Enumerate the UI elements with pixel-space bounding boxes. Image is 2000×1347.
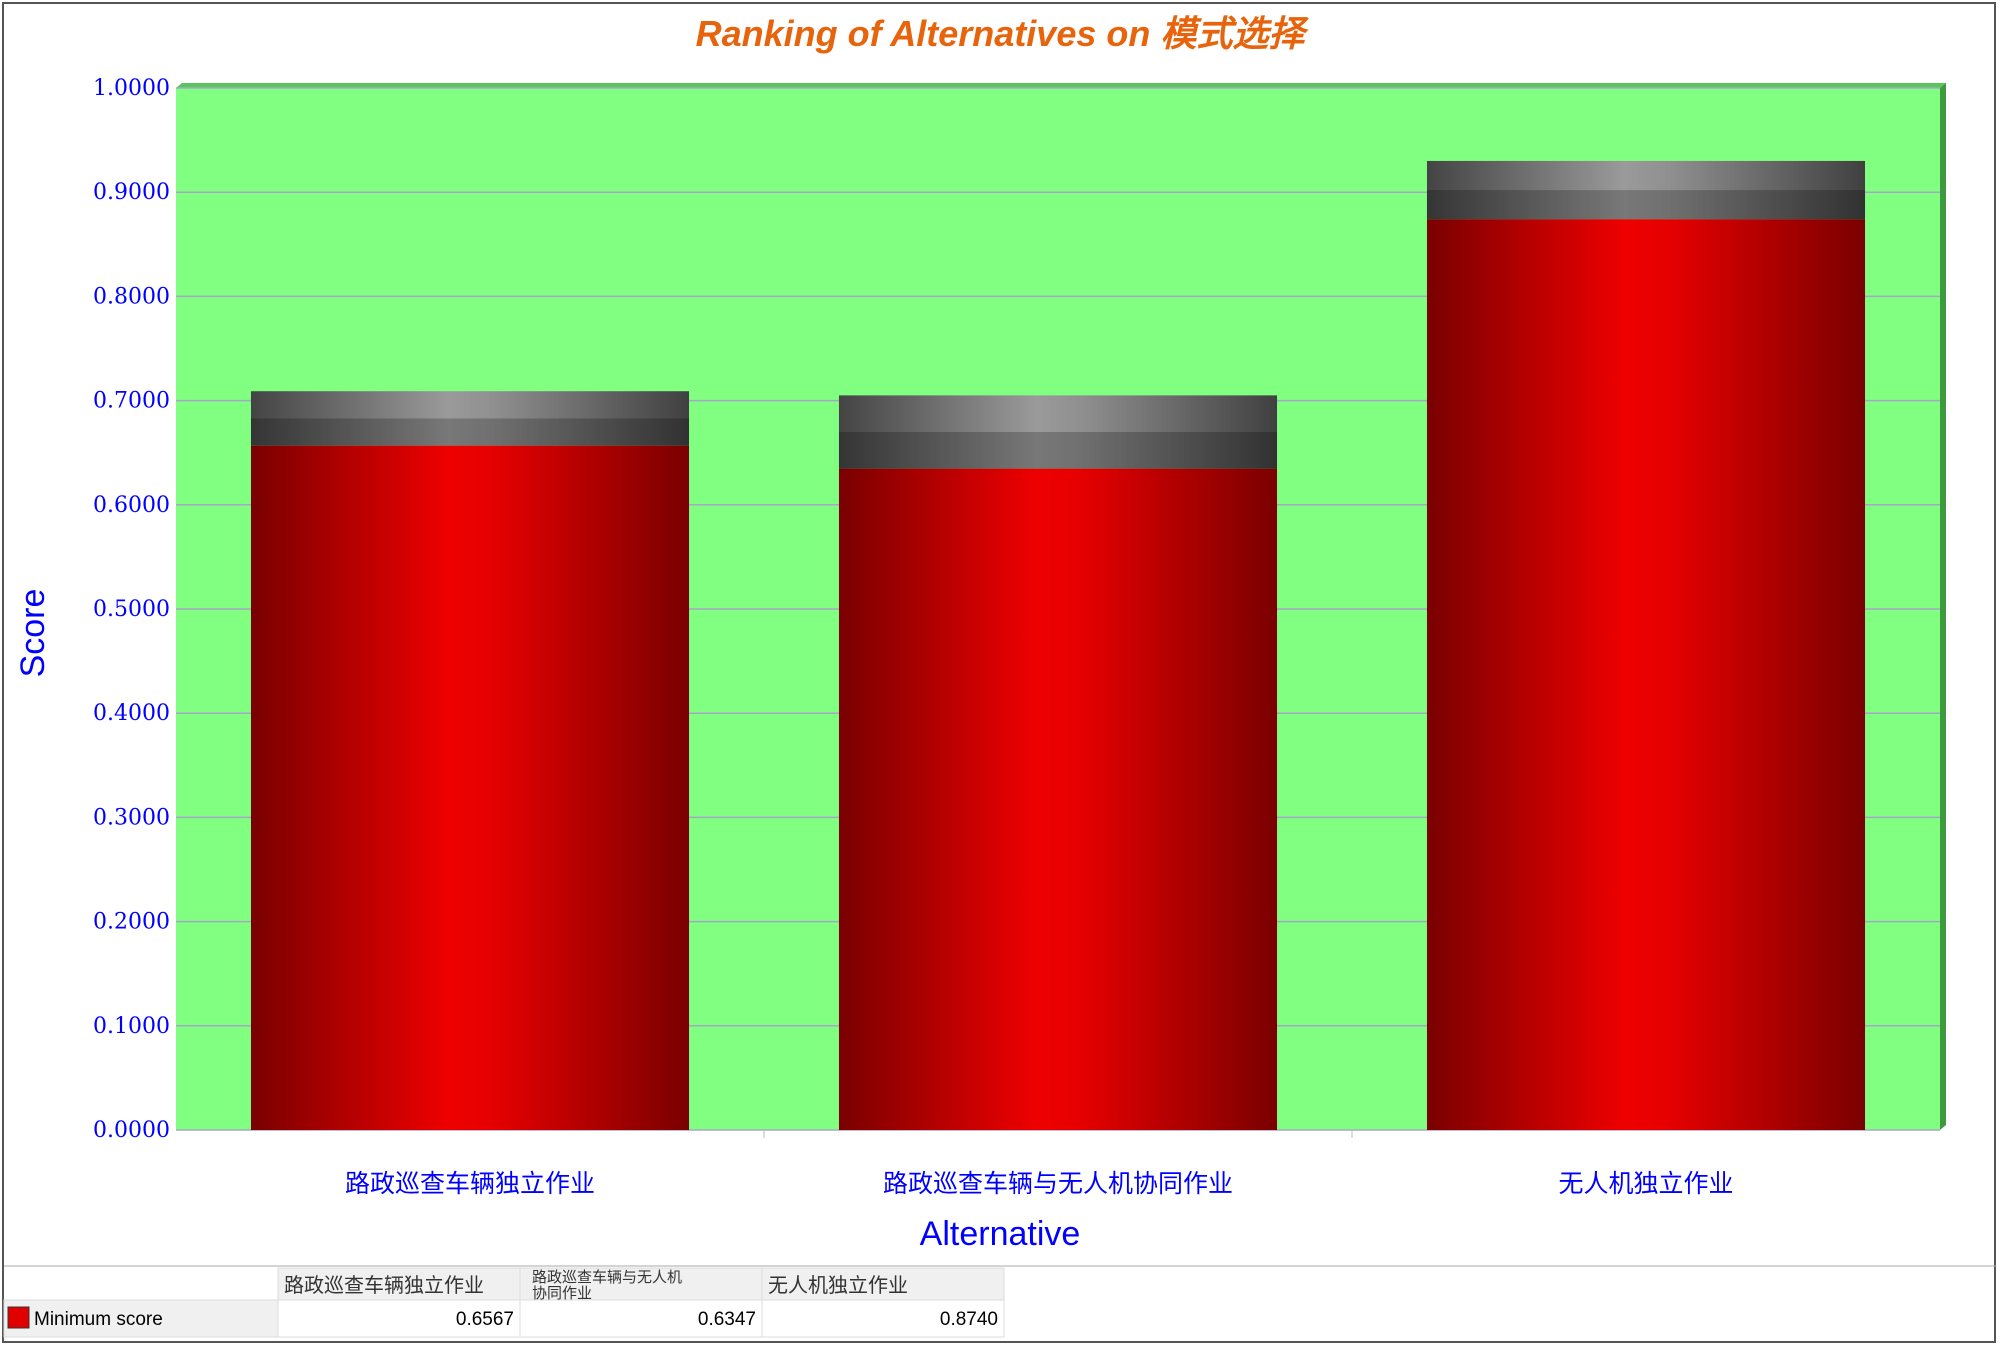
table-header-label: 无人机独立作业 (768, 1273, 908, 1297)
y-tick-label: 0.9000 (93, 180, 170, 205)
y-tick-label: 0.7000 (93, 389, 170, 414)
table-value: 0.8740 (940, 1309, 998, 1330)
table-row-label: Minimum score (34, 1309, 163, 1330)
table-value-cell (277, 1299, 521, 1338)
bar (1426, 219, 1866, 1131)
chart-title: Ranking of Alternatives on 模式选择 (696, 13, 1310, 54)
table-value: 0.6347 (698, 1309, 756, 1330)
y-tick-label: 0.5000 (93, 597, 170, 622)
bar-cap (250, 391, 690, 446)
x-category-labels: 路政巡查车辆独立作业 路政巡查车辆与无人机协同作业 无人机独立作业 (345, 1169, 1734, 1198)
plot-top-edge (176, 83, 1946, 88)
table-header-label: 路政巡查车辆与无人机 (532, 1268, 682, 1286)
y-tick-label: 0.8000 (93, 284, 170, 309)
legend-swatch (7, 1306, 30, 1329)
bar (838, 468, 1278, 1131)
bar-cap (838, 395, 1278, 469)
table-row-label-cell (3, 1299, 279, 1338)
x-axis-title: Alternative (920, 1215, 1081, 1253)
bar-cap-shade (838, 432, 1278, 469)
table-value-cell (761, 1299, 1005, 1338)
y-tick-label: 0.3000 (93, 805, 170, 830)
x-category-label: 路政巡查车辆独立作业 (345, 1169, 595, 1198)
bar (250, 445, 690, 1130)
y-tick-label: 0.0000 (93, 1118, 170, 1143)
table-header-label: 路政巡查车辆独立作业 (284, 1273, 484, 1297)
x-category-label: 无人机独立作业 (1558, 1169, 1733, 1198)
y-axis-title: Score (14, 589, 52, 678)
plot-right-edge (1940, 83, 1946, 1130)
y-tick-label: 0.6000 (93, 493, 170, 518)
bars (250, 160, 1866, 1131)
table-header-cell (761, 1267, 1005, 1301)
bar-cap (1426, 160, 1866, 220)
y-tick-label: 0.1000 (93, 1014, 170, 1039)
bar-cap-shade (1426, 190, 1866, 220)
table-header-label: 协同作业 (532, 1284, 592, 1302)
x-category-label: 路政巡查车辆与无人机协同作业 (883, 1169, 1233, 1198)
data-table: 路政巡查车辆独立作业 路政巡查车辆与无人机协同作业 无人机独立作业 Minimum s… (3, 1265, 1996, 1338)
y-tick-label: 1.0000 (93, 76, 170, 101)
table-value: 0.6567 (456, 1309, 514, 1330)
y-tick-label: 0.4000 (93, 701, 170, 726)
bar-cap-shade (250, 418, 690, 446)
table-header-cell (519, 1267, 763, 1301)
y-tick-labels: 0.0000 0.1000 0.2000 0.3000 0.4000 0.5000 0.60… (93, 76, 170, 1143)
table-value-cell (519, 1299, 763, 1338)
y-tick-label: 0.2000 (93, 910, 170, 935)
